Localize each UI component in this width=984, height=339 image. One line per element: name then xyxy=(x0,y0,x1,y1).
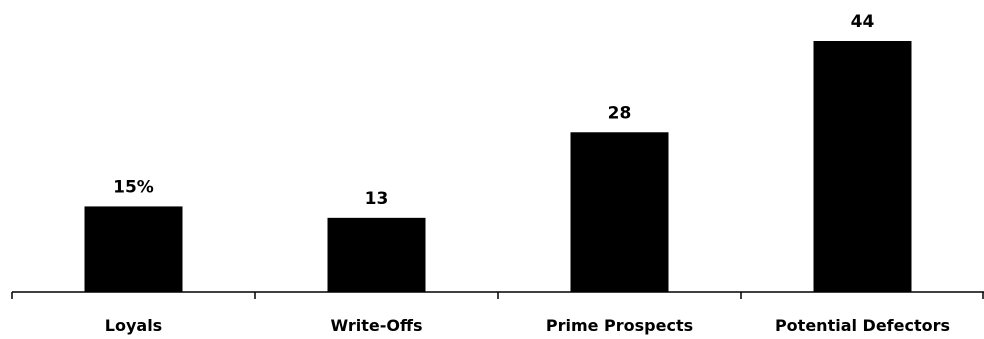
bar-prime-prospects xyxy=(570,132,669,292)
data-label-prime-prospects: 28 xyxy=(608,103,632,123)
category-label-potential-defectors: Potential Defectors xyxy=(775,316,950,335)
data-label-write-offs: 13 xyxy=(365,189,389,209)
category-labels-group: Loyals Write-Offs Prime Prospects Potential… xyxy=(105,316,950,335)
category-label-prime-prospects: Prime Prospects xyxy=(546,316,693,335)
bars-group xyxy=(84,41,912,292)
x-axis xyxy=(11,291,984,299)
data-label-loyals: 15% xyxy=(113,177,154,197)
data-labels-group: 15% 13 28 44 xyxy=(113,12,874,209)
bar-potential-defectors xyxy=(813,41,912,292)
category-label-loyals: Loyals xyxy=(105,316,162,335)
data-label-potential-defectors: 44 xyxy=(851,12,875,32)
bar-loyals xyxy=(84,206,183,292)
bar-write-offs xyxy=(327,217,426,292)
category-label-write-offs: Write-Offs xyxy=(331,316,423,335)
